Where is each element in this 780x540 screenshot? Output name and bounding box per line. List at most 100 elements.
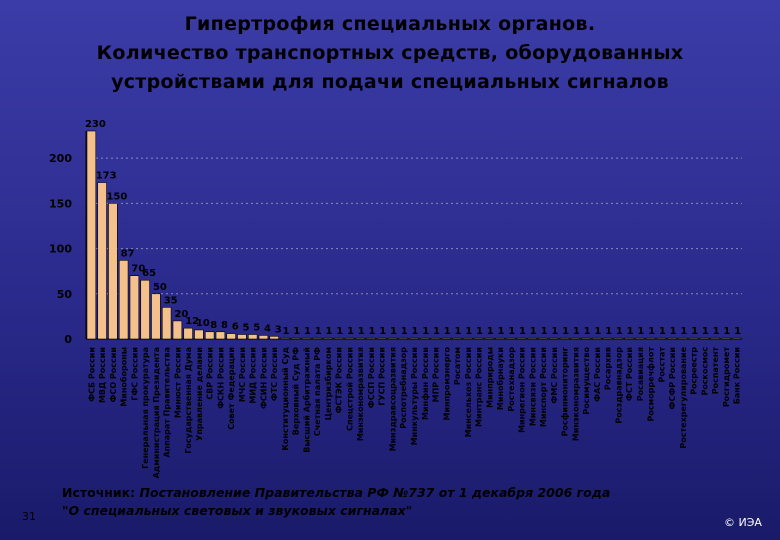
bar xyxy=(140,279,150,340)
data-label: 4 xyxy=(264,323,271,334)
data-label: 1 xyxy=(627,326,634,337)
y-tick-label: 50 xyxy=(57,288,73,301)
bar xyxy=(237,334,247,340)
bar xyxy=(366,337,376,340)
bar xyxy=(97,182,107,340)
data-label: 1 xyxy=(680,326,687,337)
bar xyxy=(592,337,602,340)
bar xyxy=(721,337,731,340)
category-label: Минэкономразвития xyxy=(571,347,580,441)
chart-title: Гипертрофия специальных органов. Количес… xyxy=(0,10,780,97)
bar xyxy=(334,337,344,340)
category-label: Минтранс России xyxy=(475,347,484,427)
data-label: 150 xyxy=(106,191,127,202)
data-label: 1 xyxy=(433,326,440,337)
source-line-2: "О специальных световых и звуковых сигна… xyxy=(62,503,413,518)
source-note: Источник: Постановление Правительства РФ… xyxy=(62,484,610,520)
category-label: ФСИН России xyxy=(259,347,268,409)
category-label: Росреестр xyxy=(690,347,699,395)
data-label: 1 xyxy=(551,326,558,337)
bar xyxy=(678,337,688,340)
category-label: Росархив xyxy=(604,347,613,390)
data-label: 1 xyxy=(637,326,644,337)
data-label: 8 xyxy=(210,320,217,331)
y-tick-label: 200 xyxy=(49,152,72,165)
title-line-3: устройствами для подачи специальных сигн… xyxy=(111,71,669,93)
category-label: Росфинмониторинг xyxy=(561,347,570,437)
data-label: 1 xyxy=(562,326,569,337)
category-label: Минпромэнерго xyxy=(442,347,451,421)
bar xyxy=(613,337,624,340)
bar xyxy=(463,337,473,340)
bar xyxy=(570,337,581,340)
category-label: МВД России xyxy=(98,347,107,403)
data-label: 1 xyxy=(401,326,408,337)
bar xyxy=(280,337,290,340)
bar xyxy=(172,320,183,340)
bar xyxy=(344,337,355,340)
data-label: 10 xyxy=(196,318,210,329)
data-label: 1 xyxy=(455,326,462,337)
category-label: Управление делами xyxy=(195,347,204,441)
data-label: 1 xyxy=(368,326,375,337)
category-label: СВР России xyxy=(206,347,215,400)
bar xyxy=(161,307,172,340)
data-label: 1 xyxy=(315,326,322,337)
category-label: Минфин России xyxy=(421,347,430,420)
category-label: Ростехрегулирование xyxy=(679,346,688,448)
category-label: Аппарат Правительства xyxy=(163,347,172,458)
bar xyxy=(441,337,451,340)
category-label: Роспотребнадзор xyxy=(398,347,408,429)
category-label: ГУСП России xyxy=(378,347,387,406)
category-label: Совет Федерации xyxy=(227,347,236,430)
data-label: 20 xyxy=(174,309,188,320)
data-label: 1 xyxy=(573,326,580,337)
bar xyxy=(710,337,720,340)
source-label: Источник: xyxy=(62,485,136,500)
slide-number: 31 xyxy=(22,510,36,523)
bar xyxy=(301,337,312,340)
bar xyxy=(635,337,645,340)
bar xyxy=(269,335,279,340)
data-label: 1 xyxy=(422,326,429,337)
bar xyxy=(323,337,333,340)
data-label: 1 xyxy=(465,326,472,337)
bar xyxy=(215,331,226,340)
category-label: Спецстрой России xyxy=(345,347,354,431)
category-label: Высший Арбитражный xyxy=(301,347,311,453)
data-label: 3 xyxy=(275,324,282,335)
data-label: 1 xyxy=(616,326,623,337)
bar xyxy=(258,335,269,340)
category-label: Росздравнадзор xyxy=(614,347,623,424)
category-label: ФТС России xyxy=(270,347,279,401)
source-line-1: Постановление Правительства РФ №737 от 1… xyxy=(139,485,611,500)
bar xyxy=(688,337,699,340)
bar xyxy=(183,327,193,340)
data-label: 1 xyxy=(734,326,741,337)
bar xyxy=(194,329,204,340)
data-label: 1 xyxy=(293,326,300,337)
category-label: ФСФР России xyxy=(668,347,677,409)
category-label: Минюст России xyxy=(173,347,182,418)
bar xyxy=(312,337,322,340)
category-label: Администрация Президента xyxy=(152,347,161,478)
bar xyxy=(452,337,462,340)
data-label: 1 xyxy=(519,326,526,337)
category-label: Минсельхоз России xyxy=(464,347,473,437)
category-label: Банк России xyxy=(733,347,742,404)
data-label: 1 xyxy=(530,326,537,337)
data-label: 1 xyxy=(347,326,354,337)
bar xyxy=(516,337,527,340)
category-label: Счетная палата РФ xyxy=(313,347,322,436)
data-label: 1 xyxy=(670,326,677,337)
category-label: МЧС России xyxy=(238,347,247,402)
bar xyxy=(506,337,516,340)
category-label: Генеральная прокуратура xyxy=(141,347,150,469)
category-label: Центризбирком xyxy=(323,347,333,420)
category-label: Росгидромет xyxy=(722,347,731,408)
data-label: 1 xyxy=(444,326,451,337)
bar xyxy=(473,337,484,340)
data-label: 1 xyxy=(594,326,601,337)
data-label: 1 xyxy=(336,326,343,337)
